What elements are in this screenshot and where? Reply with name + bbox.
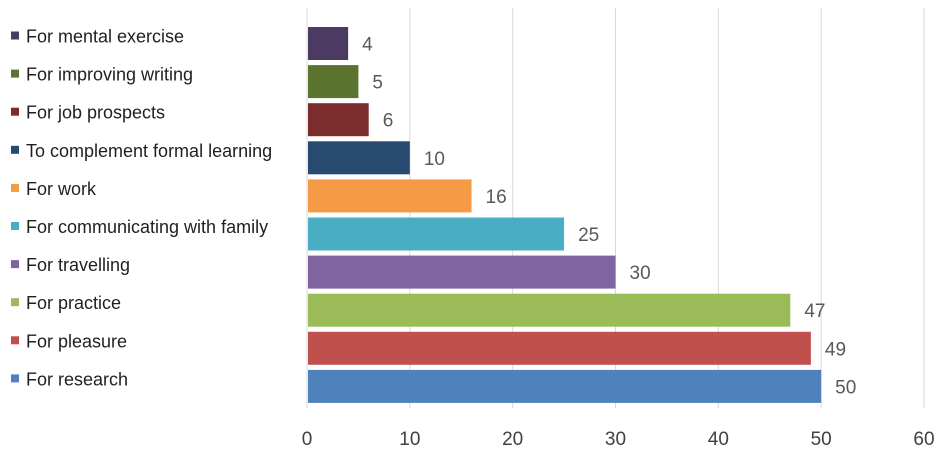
legend-swatch: [11, 69, 19, 78]
bar: [308, 65, 359, 99]
bar: [308, 217, 565, 251]
legend-swatch: [11, 298, 19, 307]
bar: [308, 141, 410, 175]
x-tick-label: 10: [399, 429, 420, 450]
bar-value-label: 50: [835, 377, 856, 398]
bar: [308, 179, 472, 213]
legend-swatch: [11, 107, 19, 116]
legend: For mental exercise For improving writing…: [11, 27, 272, 389]
x-tick-label: 20: [502, 429, 523, 450]
bar-value-label: 5: [372, 73, 383, 94]
legend-swatch: [11, 31, 19, 40]
x-tick-label: 40: [708, 429, 729, 450]
legend-swatch: [11, 374, 19, 383]
legend-swatch: [11, 260, 19, 269]
bar-value-label: 49: [825, 339, 846, 360]
legend-label: For improving writing: [26, 65, 193, 85]
bar-value-label: 47: [804, 301, 825, 322]
bar-value-label: 30: [630, 263, 651, 284]
legend-label: To complement formal learning: [26, 141, 272, 161]
legend-label: For pleasure: [26, 331, 127, 351]
bar-value-label: 25: [578, 225, 599, 246]
legend-label: For practice: [26, 293, 121, 313]
legend-label: For work: [26, 179, 97, 199]
legend-swatch: [11, 183, 19, 192]
x-tick-label: 30: [605, 429, 626, 450]
bar-value-label: 10: [424, 149, 445, 170]
bar-value-label: 4: [362, 35, 373, 56]
legend-swatch: [11, 222, 19, 230]
gridlines: [306, 8, 925, 408]
x-tick-label: 50: [811, 429, 832, 450]
x-tick-label: 0: [302, 429, 313, 450]
bar: [308, 331, 811, 365]
bar: [308, 103, 369, 137]
bar: [308, 255, 616, 289]
bars: [308, 27, 822, 403]
legend-label: For job prospects: [26, 103, 165, 123]
bar: [308, 27, 349, 60]
x-tick-label: 60: [913, 429, 934, 450]
legend-swatch: [11, 336, 19, 345]
bar: [308, 369, 822, 403]
bar-value-label: 6: [383, 111, 394, 132]
bar-value-label: 16: [486, 187, 507, 208]
legend-label: For research: [26, 369, 128, 389]
bar: [308, 293, 791, 327]
legend-label: For mental exercise: [26, 27, 184, 47]
legend-label: For communicating with family: [26, 217, 268, 237]
legend-swatch: [11, 145, 19, 154]
x-axis: 0 10 20 30 40 50 60: [302, 429, 935, 450]
legend-label: For travelling: [26, 255, 130, 275]
